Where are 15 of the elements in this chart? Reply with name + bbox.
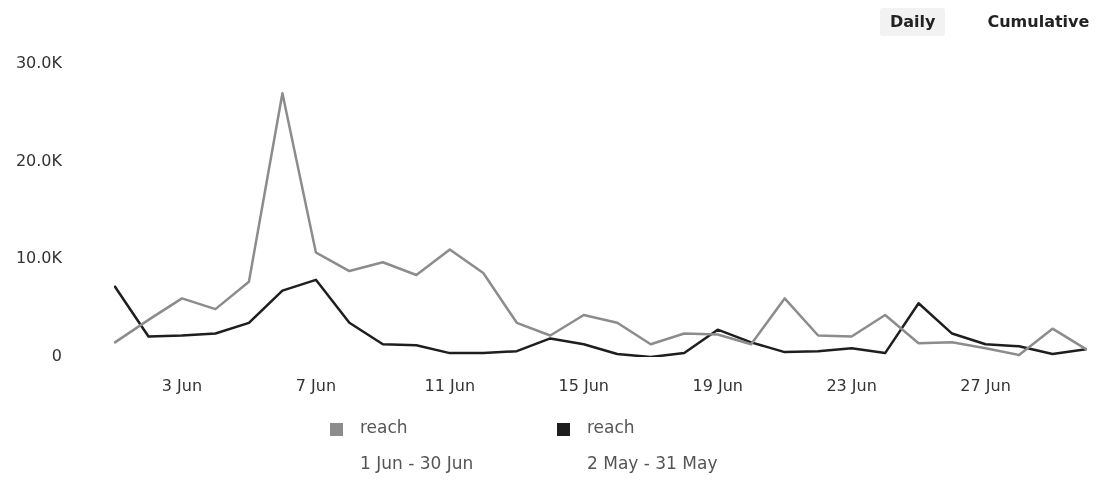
y-tick-label: 0 <box>51 346 62 366</box>
x-tick-label: 15 Jun <box>558 375 609 395</box>
y-tick-label: 30.0K <box>15 53 63 73</box>
tab-button[interactable]: Daily <box>880 8 946 36</box>
x-tick-label: 27 Jun <box>960 375 1011 395</box>
legend-label: reach 2 May - 31 May <box>587 416 718 475</box>
x-tick-label: 19 Jun <box>692 375 743 395</box>
x-tick-label: 11 Jun <box>424 375 476 395</box>
x-tick-label: 23 Jun <box>826 375 877 395</box>
y-tick-label: 20.0K <box>15 150 63 170</box>
text: Cumulative <box>977 8 1100 36</box>
legend-label: reach 1 Jun - 30 Jun <box>360 416 474 475</box>
x-tick-label: 3 Jun <box>161 375 203 395</box>
y-tick-label: 10.0K <box>15 248 63 268</box>
x-tick-label: 7 Jun <box>295 375 337 395</box>
